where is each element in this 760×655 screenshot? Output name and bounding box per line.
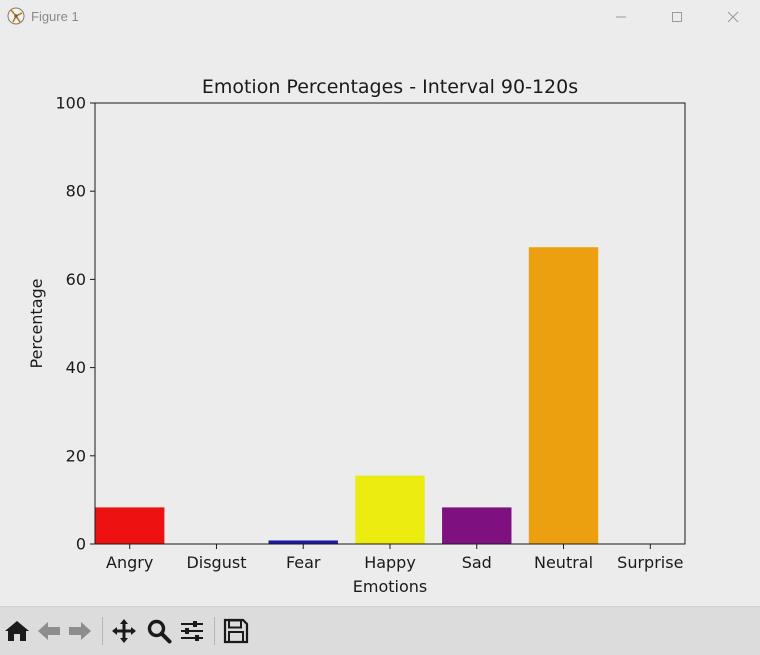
back-button[interactable] [35, 617, 63, 645]
chart: 0 20 40 60 80 100 Angry Disgust Fear Happy Sad Neut… [27, 76, 686, 596]
maximize-icon [672, 12, 682, 22]
x-tick-label: Surprise [617, 553, 683, 572]
configure-button[interactable] [178, 617, 206, 645]
zoom-button[interactable] [145, 617, 173, 645]
x-tick-label: Disgust [186, 553, 246, 572]
pan-button[interactable] [110, 617, 138, 645]
maximize-button[interactable] [654, 0, 700, 34]
bar-angry [95, 507, 165, 544]
x-axis-label: Emotions [353, 577, 427, 596]
home-icon [5, 621, 29, 641]
title-bar: Figure 1 [0, 0, 760, 34]
bar-happy [355, 475, 425, 544]
window-title: Figure 1 [31, 9, 79, 24]
zoom-icon [147, 619, 172, 644]
y-tick-label: 100 [55, 94, 86, 113]
y-axis-label: Percentage [27, 278, 46, 368]
toolbar-separator [214, 617, 215, 645]
forward-button[interactable] [66, 617, 94, 645]
back-icon [38, 622, 60, 640]
configure-icon [181, 621, 203, 641]
close-icon [727, 11, 739, 23]
x-tick-label: Neutral [534, 553, 593, 572]
y-tick-label: 20 [66, 446, 86, 465]
y-tick-label: 0 [76, 535, 86, 554]
bar-sad [442, 507, 512, 544]
y-tick-label: 80 [66, 182, 86, 201]
minimize-icon [616, 16, 626, 18]
chart-title: Emotion Percentages - Interval 90-120s [202, 76, 578, 98]
pan-icon [112, 619, 136, 643]
save-icon [223, 618, 249, 644]
home-button[interactable] [3, 617, 31, 645]
close-button[interactable] [710, 0, 756, 34]
bar-fear [268, 540, 338, 544]
app-icon [7, 7, 25, 25]
x-tick-label: Angry [106, 553, 153, 572]
y-tick-label: 40 [66, 358, 86, 377]
x-tick-label: Fear [286, 553, 321, 572]
y-tick-label: 60 [66, 270, 86, 289]
navigation-toolbar [0, 606, 760, 655]
minimize-button[interactable] [598, 0, 644, 34]
save-button[interactable] [222, 617, 250, 645]
forward-icon [69, 622, 91, 640]
x-tick-label: Happy [364, 553, 416, 572]
x-tick-label: Sad [462, 553, 492, 572]
toolbar-separator [102, 617, 103, 645]
bar-neutral [528, 247, 599, 544]
